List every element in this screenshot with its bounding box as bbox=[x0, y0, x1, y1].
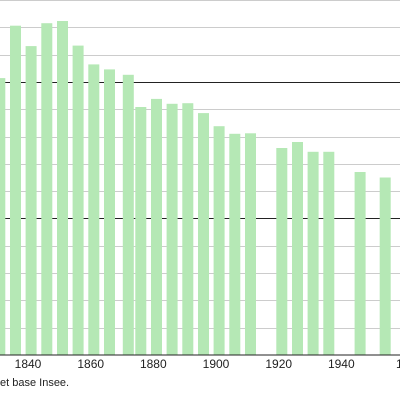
x-tick-label: 1860 bbox=[77, 357, 104, 371]
bar bbox=[292, 142, 303, 355]
bar bbox=[25, 46, 37, 355]
bar bbox=[151, 98, 162, 356]
x-tick-label: 1880 bbox=[140, 357, 167, 371]
bar bbox=[41, 23, 53, 355]
bar bbox=[88, 64, 100, 356]
bar bbox=[135, 107, 147, 355]
bar bbox=[72, 45, 84, 355]
x-tick-labels: 1840 1860 1880 1900 1920 1940 1 bbox=[15, 357, 400, 371]
x-tick-label: 1840 bbox=[15, 357, 42, 371]
bar bbox=[213, 126, 225, 355]
x-tick-label: 1900 bbox=[203, 357, 230, 371]
bar bbox=[276, 148, 288, 355]
bar bbox=[245, 133, 256, 355]
bar bbox=[10, 25, 21, 355]
bar bbox=[198, 113, 209, 355]
bar bbox=[104, 69, 115, 356]
source-note: et base Insee. bbox=[0, 377, 70, 389]
bar bbox=[323, 151, 335, 355]
bar bbox=[379, 177, 391, 355]
bar bbox=[354, 172, 366, 355]
bar bbox=[166, 103, 178, 355]
bars-layer bbox=[0, 21, 391, 356]
bar bbox=[0, 78, 6, 355]
bar bbox=[307, 151, 319, 355]
bar bbox=[182, 103, 194, 355]
x-tick-label: 1940 bbox=[328, 357, 355, 371]
bar bbox=[57, 21, 68, 355]
x-tick-label: 1920 bbox=[265, 357, 292, 371]
bar bbox=[229, 133, 241, 355]
bar bbox=[122, 74, 134, 356]
x-tick-label: 1 bbox=[396, 357, 400, 371]
